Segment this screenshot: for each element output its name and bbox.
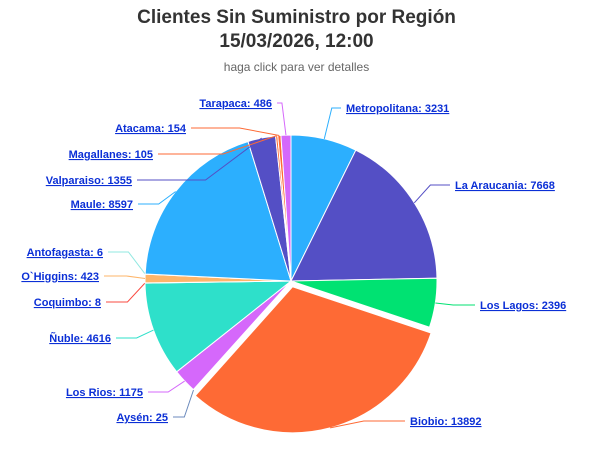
chart-timestamp: 15/03/2026, 12:00 [219,31,374,52]
pie-slice-maule[interactable] [144,140,292,282]
data-label-magallanes[interactable]: Magallanes: 105 [69,149,153,161]
connector-valparaiso [137,137,262,181]
chart-subtitle: haga click para ver detalles [223,60,370,74]
connector-o-higgins [104,275,146,280]
data-label-la-araucania[interactable]: La Araucania: 7668 [455,180,555,192]
data-label-tarapaca[interactable]: Tarapaca: 486 [199,98,272,110]
data-label-antofagasta[interactable]: Antofagasta: 6 [27,247,103,259]
pie-slice-los-lagos[interactable] [290,277,438,328]
connector-biobio [329,420,405,429]
connector-magallanes [158,135,277,155]
connector-antofagasta [108,251,146,275]
connector-la-araucania [413,184,450,204]
data-label-maule[interactable]: Maule: 8597 [71,199,133,211]
data-label-los-lagos[interactable]: Los Lagos: 2396 [480,300,566,312]
data-label-atacama[interactable]: Atacama: 154 [115,123,187,135]
connector-coquimbo [106,282,146,303]
data-label-metropolitana[interactable]: Metropolitana: 3231 [346,103,449,115]
pie-slice-biobio[interactable] [194,286,432,434]
connector-los-lagos [435,302,475,306]
connector-maule [138,191,176,205]
connector-tarapaca [277,102,287,136]
data-label-biobio[interactable]: Biobio: 13892 [410,416,482,428]
connector-nuble [116,329,154,339]
chart-title: Clientes Sin Suministro por Región [137,7,456,28]
connector-metropolitana [323,107,341,139]
data-label-los-rios[interactable]: Los Rios: 1175 [66,387,143,399]
pie-slice-nuble[interactable] [144,280,293,373]
connector-aysen [173,389,195,418]
data-label-aysen[interactable]: Aysén: 25 [116,412,168,424]
data-label-valparaiso[interactable]: Valparaiso: 1355 [46,175,132,187]
connector-los-rios [148,380,185,393]
data-label-o-higgins[interactable]: O`Higgins: 423 [21,271,99,283]
connector-atacama [191,127,280,136]
data-label-nuble[interactable]: Ñuble: 4616 [49,332,111,345]
data-label-coquimbo[interactable]: Coquimbo: 8 [34,297,101,309]
